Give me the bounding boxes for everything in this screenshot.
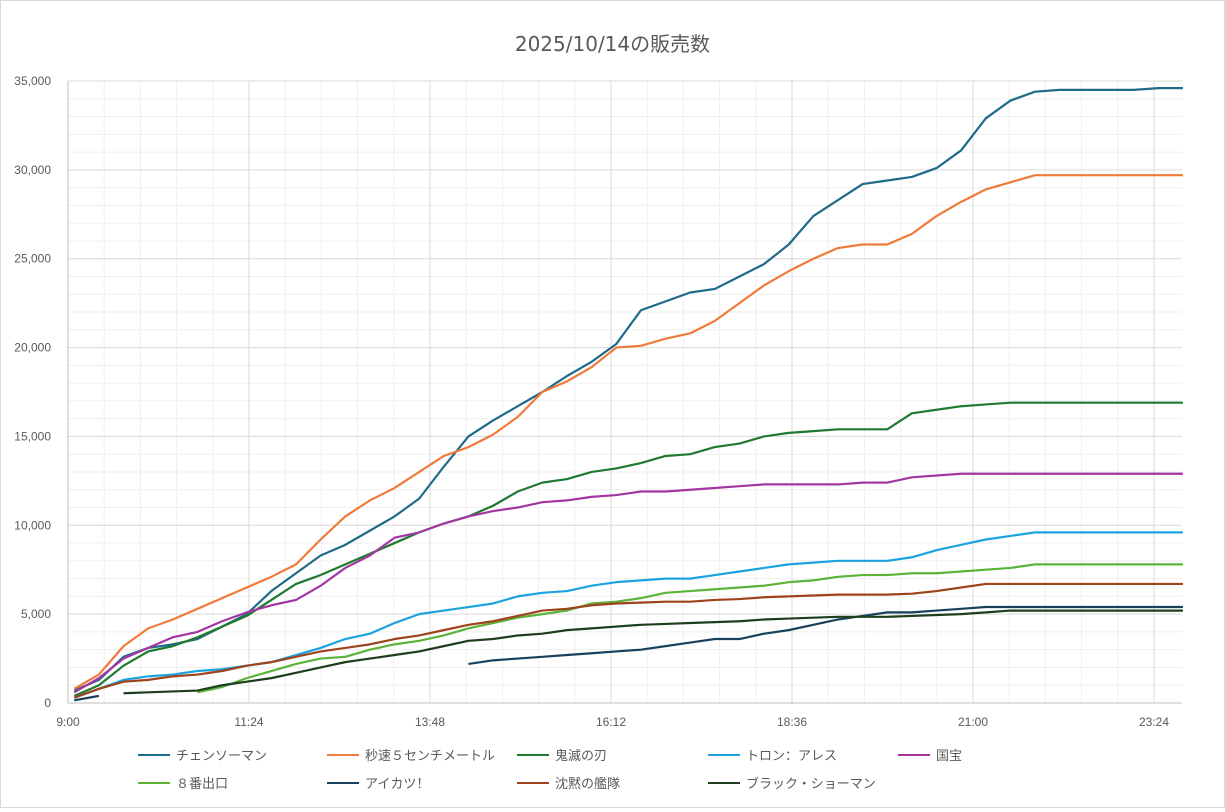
legend-item: チェンソーマン bbox=[138, 745, 267, 764]
x-tick-label: 13:48 bbox=[415, 715, 445, 729]
legend-item: トロン：アレス bbox=[708, 745, 837, 764]
legend-label: 国宝 bbox=[936, 749, 963, 764]
legend-item: アイカツ！ bbox=[327, 773, 429, 792]
legend-item: 鬼滅の刃 bbox=[517, 745, 607, 764]
x-tick-label: 23:24 bbox=[1139, 715, 1169, 729]
legend-item: 沈黙の艦隊 bbox=[517, 773, 620, 792]
y-tick-label: 15,000 bbox=[14, 429, 51, 443]
legend-swatch bbox=[327, 753, 359, 756]
series-line-0 bbox=[73, 87, 1183, 692]
chart-title: 2025/10/14の販売数 bbox=[514, 32, 711, 56]
x-tick-label: 16:12 bbox=[596, 715, 626, 729]
legend-label: チェンソーマン bbox=[176, 749, 268, 764]
y-tick-label: 10,000 bbox=[14, 518, 51, 532]
y-tick-label: 5,000 bbox=[21, 607, 51, 621]
legend-swatch bbox=[708, 781, 740, 784]
y-tick-label: 25,000 bbox=[14, 252, 51, 266]
series-line-6 bbox=[74, 694, 100, 702]
legend-label: アイカツ！ bbox=[365, 777, 430, 792]
x-tick-label: 21:00 bbox=[958, 715, 988, 729]
series-line-2 bbox=[73, 401, 1183, 697]
legend-swatch bbox=[898, 753, 930, 756]
legend-label: 沈黙の艦隊 bbox=[555, 777, 621, 792]
legend-label: ブラック・ショーマン bbox=[746, 777, 876, 792]
y-tick-label: 30,000 bbox=[14, 163, 51, 177]
series-line-7 bbox=[73, 582, 1183, 699]
legend-label: トロン：アレス bbox=[746, 749, 838, 764]
legend-item: ブラック・ショーマン bbox=[708, 773, 876, 792]
legend-label: 秒速５センチメートル bbox=[365, 749, 496, 764]
x-tick-label: 11:24 bbox=[234, 715, 263, 729]
y-tick-label: 35,000 bbox=[14, 74, 51, 88]
legend-swatch bbox=[517, 753, 549, 756]
x-tick-label: 9:00 bbox=[56, 715, 80, 729]
legend-swatch bbox=[327, 781, 359, 784]
legend-swatch bbox=[138, 781, 170, 784]
legend-swatch bbox=[517, 781, 549, 784]
legend-label: 鬼滅の刃 bbox=[555, 749, 608, 764]
series-line-1 bbox=[73, 174, 1183, 690]
legend-swatch bbox=[138, 753, 170, 756]
x-tick-label: 18:36 bbox=[777, 715, 807, 729]
y-tick-label: 0 bbox=[44, 696, 51, 710]
series-line-6 bbox=[468, 605, 1183, 665]
legend-item: ８番出口 bbox=[138, 773, 228, 792]
legend-item: 秒速５センチメートル bbox=[327, 745, 495, 764]
series-line-4 bbox=[73, 472, 1183, 694]
legend-swatch bbox=[708, 753, 740, 756]
series-line-8 bbox=[123, 609, 1183, 695]
legend-label: ８番出口 bbox=[176, 777, 229, 792]
legend-item: 国宝 bbox=[898, 745, 962, 764]
series-line-5 bbox=[197, 563, 1183, 694]
y-tick-label: 20,000 bbox=[14, 341, 51, 355]
